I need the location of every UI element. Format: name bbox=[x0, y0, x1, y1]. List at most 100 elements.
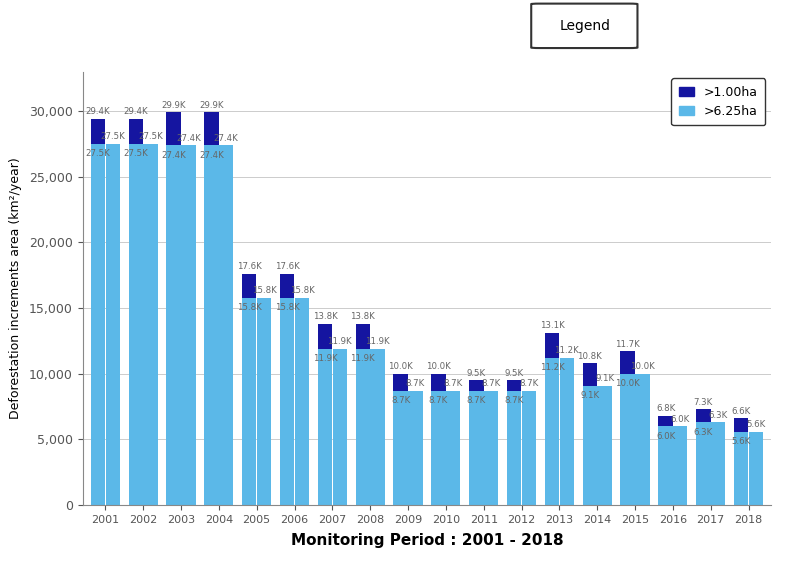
Text: 9.1K: 9.1K bbox=[580, 391, 600, 400]
Text: 8.7K: 8.7K bbox=[391, 396, 410, 405]
Text: 29.4K: 29.4K bbox=[86, 107, 110, 117]
Bar bbox=[469, 391, 483, 505]
Text: 11.9K: 11.9K bbox=[312, 354, 338, 363]
Bar bbox=[205, 113, 219, 145]
Legend: >1.00ha, >6.25ha: >1.00ha, >6.25ha bbox=[671, 78, 765, 125]
Text: Aggregated Temporal Data: Aggregated Temporal Data bbox=[190, 16, 486, 36]
X-axis label: Monitoring Period : 2001 - 2018: Monitoring Period : 2001 - 2018 bbox=[290, 533, 563, 548]
Text: 27.4K: 27.4K bbox=[161, 150, 186, 160]
Bar bbox=[242, 274, 257, 298]
Bar bbox=[408, 391, 423, 505]
Text: 6.0K: 6.0K bbox=[671, 414, 690, 424]
Bar bbox=[242, 298, 257, 505]
Text: 10.0K: 10.0K bbox=[615, 379, 640, 388]
Text: 11.2K: 11.2K bbox=[540, 363, 564, 373]
Text: 8.7K: 8.7K bbox=[444, 379, 463, 388]
Bar bbox=[166, 145, 181, 505]
Bar bbox=[333, 349, 347, 505]
Text: 27.5K: 27.5K bbox=[100, 133, 125, 141]
Text: 8.7K: 8.7K bbox=[406, 379, 425, 388]
Text: 6.6K: 6.6K bbox=[732, 407, 751, 416]
Bar bbox=[658, 416, 673, 426]
Bar bbox=[166, 113, 181, 145]
Bar bbox=[128, 119, 143, 144]
Bar bbox=[748, 432, 763, 505]
Bar bbox=[711, 422, 726, 505]
Text: 29.4K: 29.4K bbox=[124, 107, 148, 117]
Bar bbox=[522, 391, 536, 505]
Bar bbox=[446, 391, 460, 505]
Bar bbox=[181, 145, 196, 505]
Bar bbox=[545, 358, 560, 505]
Text: 11.2K: 11.2K bbox=[554, 347, 579, 355]
Text: 11.7K: 11.7K bbox=[615, 340, 640, 349]
Text: 17.6K: 17.6K bbox=[275, 262, 300, 272]
Text: 8.7K: 8.7K bbox=[429, 396, 448, 405]
Bar bbox=[394, 391, 408, 505]
Bar bbox=[128, 144, 143, 505]
Bar bbox=[469, 381, 483, 391]
Text: 13.8K: 13.8K bbox=[350, 312, 375, 321]
Bar bbox=[318, 324, 332, 349]
Bar bbox=[431, 391, 445, 505]
Bar bbox=[560, 358, 574, 505]
Text: 9.1K: 9.1K bbox=[595, 374, 614, 383]
Bar bbox=[658, 426, 673, 505]
Bar bbox=[582, 386, 597, 505]
Bar bbox=[582, 363, 597, 386]
Bar bbox=[507, 381, 521, 391]
Bar bbox=[597, 386, 611, 505]
Text: 11.9K: 11.9K bbox=[350, 354, 375, 363]
Text: 6.0K: 6.0K bbox=[656, 432, 675, 441]
Bar bbox=[280, 274, 294, 298]
Bar bbox=[105, 144, 120, 505]
Bar bbox=[280, 298, 294, 505]
Bar bbox=[635, 374, 649, 505]
Text: 17.6K: 17.6K bbox=[237, 262, 262, 272]
Bar bbox=[356, 349, 370, 505]
Text: 7.3K: 7.3K bbox=[693, 398, 713, 406]
Bar bbox=[620, 351, 635, 374]
Text: 15.8K: 15.8K bbox=[290, 286, 314, 295]
Text: 10.8K: 10.8K bbox=[578, 352, 602, 360]
Bar bbox=[394, 374, 408, 391]
Text: 6.3K: 6.3K bbox=[693, 428, 713, 437]
Bar bbox=[484, 391, 498, 505]
Bar bbox=[431, 374, 445, 391]
Bar bbox=[696, 409, 711, 422]
Bar bbox=[545, 333, 560, 358]
Text: 13.8K: 13.8K bbox=[312, 312, 338, 321]
Text: 10.0K: 10.0K bbox=[630, 362, 655, 371]
Bar bbox=[294, 298, 309, 505]
Text: 5.6K: 5.6K bbox=[746, 420, 766, 429]
Text: 27.5K: 27.5K bbox=[86, 149, 110, 158]
Text: 10.0K: 10.0K bbox=[388, 362, 413, 371]
Text: 15.8K: 15.8K bbox=[275, 303, 300, 312]
Text: 15.8K: 15.8K bbox=[237, 303, 262, 312]
Bar bbox=[91, 119, 105, 144]
Text: 9.5K: 9.5K bbox=[467, 369, 486, 378]
Text: 9.5K: 9.5K bbox=[504, 369, 523, 378]
Bar bbox=[143, 144, 157, 505]
Text: 6.8K: 6.8K bbox=[656, 404, 675, 413]
Bar bbox=[219, 145, 234, 505]
Text: Legend: Legend bbox=[560, 19, 610, 33]
Text: 27.4K: 27.4K bbox=[214, 134, 238, 143]
Text: 27.5K: 27.5K bbox=[124, 149, 148, 158]
Text: 8.7K: 8.7K bbox=[519, 379, 538, 388]
Text: 27.4K: 27.4K bbox=[199, 150, 224, 160]
Text: ✦: ✦ bbox=[722, 16, 741, 36]
Text: 10.0K: 10.0K bbox=[426, 362, 451, 371]
Bar bbox=[91, 144, 105, 505]
Y-axis label: Deforestation increments area (km²/year): Deforestation increments area (km²/year) bbox=[9, 157, 22, 420]
Text: 29.9K: 29.9K bbox=[199, 101, 224, 110]
Bar bbox=[734, 432, 748, 505]
Bar bbox=[356, 324, 370, 349]
Text: 8.7K: 8.7K bbox=[504, 396, 524, 405]
Bar bbox=[673, 426, 688, 505]
Bar bbox=[620, 374, 635, 505]
Text: 27.5K: 27.5K bbox=[139, 133, 163, 141]
Bar bbox=[205, 145, 219, 505]
Text: 27.4K: 27.4K bbox=[176, 134, 201, 143]
Text: 29.9K: 29.9K bbox=[161, 101, 186, 110]
